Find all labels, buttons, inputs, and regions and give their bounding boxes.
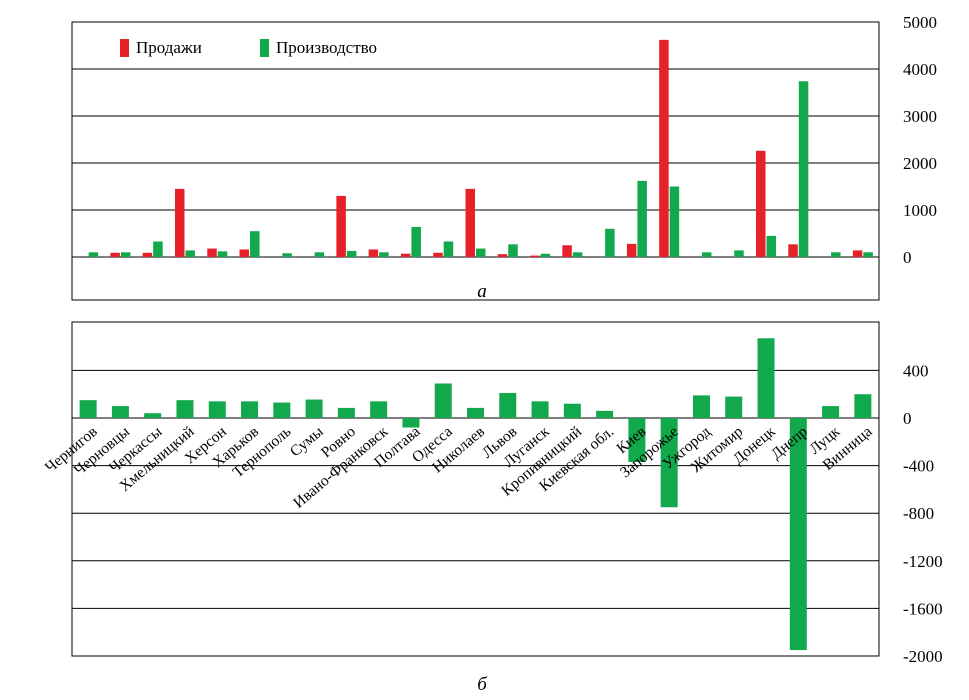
bar-production: [88, 252, 99, 257]
bar-production: [734, 250, 744, 257]
bar-difference: [692, 395, 710, 418]
bar-production: [701, 252, 712, 257]
bar-production: [120, 252, 131, 257]
bar-difference: [531, 401, 549, 418]
bar-production: [443, 241, 454, 257]
bar-difference: [822, 406, 840, 418]
bar-production: [153, 241, 163, 257]
bar-sales: [400, 253, 411, 257]
bar-sales: [207, 248, 217, 257]
bar-production: [831, 252, 841, 257]
bar-sales: [142, 252, 153, 257]
bar-sales: [368, 249, 379, 257]
bar-production: [637, 180, 647, 257]
bar-difference: [499, 393, 517, 418]
bar-production: [185, 250, 195, 257]
legend-entry: Продажи: [136, 38, 202, 57]
bar-sales: [530, 255, 540, 257]
bar-sales: [788, 244, 798, 257]
bar-production: [476, 248, 486, 257]
bar-sales: [174, 188, 185, 257]
bar-difference: [789, 418, 807, 651]
bar-sales: [110, 252, 120, 257]
legend-entry: Производство: [276, 38, 377, 57]
bar-difference: [467, 407, 484, 418]
panel-a-y-tick-label: 3000: [903, 107, 937, 126]
bar-difference: [79, 400, 97, 418]
bar-sales: [659, 39, 669, 257]
bar-production: [217, 251, 228, 257]
bar-difference: [757, 338, 775, 418]
bar-production: [411, 226, 421, 257]
panel-b-y-tick-label: -2000: [903, 647, 943, 666]
bar-difference: [628, 418, 646, 463]
bar-production: [669, 186, 680, 257]
legend-swatch: [120, 39, 129, 57]
panel-a-y-tick-label: 4000: [903, 60, 937, 79]
bar-difference: [725, 396, 743, 418]
bar-sales: [626, 243, 637, 257]
bar-difference: [241, 401, 259, 418]
panel-a-y-tick-label: 1000: [903, 201, 937, 220]
bar-difference: [273, 402, 291, 418]
bar-production: [282, 253, 292, 257]
bar-difference: [208, 401, 226, 418]
bar-sales: [465, 188, 475, 257]
panel-a-y-tick-label: 0: [903, 248, 912, 267]
panel-b-y-tick-label: -1200: [903, 552, 943, 571]
bar-sales: [497, 254, 508, 257]
bar-production: [314, 252, 325, 257]
bar-difference: [596, 410, 614, 418]
bar-production: [863, 252, 873, 257]
bar-difference: [434, 383, 452, 418]
panel-label-a: а: [477, 281, 487, 302]
legend-swatch: [260, 39, 269, 57]
bar-difference: [370, 401, 388, 418]
panel-label-b: б: [477, 674, 488, 695]
panel-b-y-tick-label: -800: [903, 504, 934, 523]
panel-b-y-tick-label: 0: [903, 409, 912, 428]
bar-sales: [433, 252, 443, 257]
bar-difference: [111, 406, 129, 418]
bar-difference: [563, 403, 581, 418]
bar-difference: [144, 413, 162, 418]
panel-a-y-tick-label: 2000: [903, 154, 937, 173]
panel-a-y-tick-label: 5000: [903, 13, 937, 32]
bar-production: [540, 253, 551, 257]
bar-production: [605, 228, 615, 257]
bar-sales: [756, 150, 766, 257]
bar-difference: [660, 418, 678, 508]
bar-sales: [852, 250, 863, 257]
bar-difference: [402, 418, 420, 428]
bar-difference: [176, 400, 194, 418]
bar-production: [798, 81, 809, 257]
panel-b-y-tick-label: -1600: [903, 599, 943, 618]
bar-production: [766, 235, 777, 257]
bar-sales: [336, 195, 346, 257]
bar-production: [346, 250, 357, 257]
bar-difference: [337, 407, 355, 418]
bar-sales: [239, 249, 250, 257]
bar-production: [508, 244, 518, 257]
bar-difference: [854, 394, 872, 418]
bar-production: [250, 231, 260, 257]
bar-difference: [305, 399, 323, 418]
panel-b-y-tick-label: 400: [903, 361, 929, 380]
x-category-label: Сумы: [287, 423, 327, 461]
panel-b-y-tick-label: -400: [903, 457, 934, 476]
bar-production: [572, 252, 583, 257]
bar-production: [379, 252, 389, 257]
bar-sales: [562, 245, 572, 257]
